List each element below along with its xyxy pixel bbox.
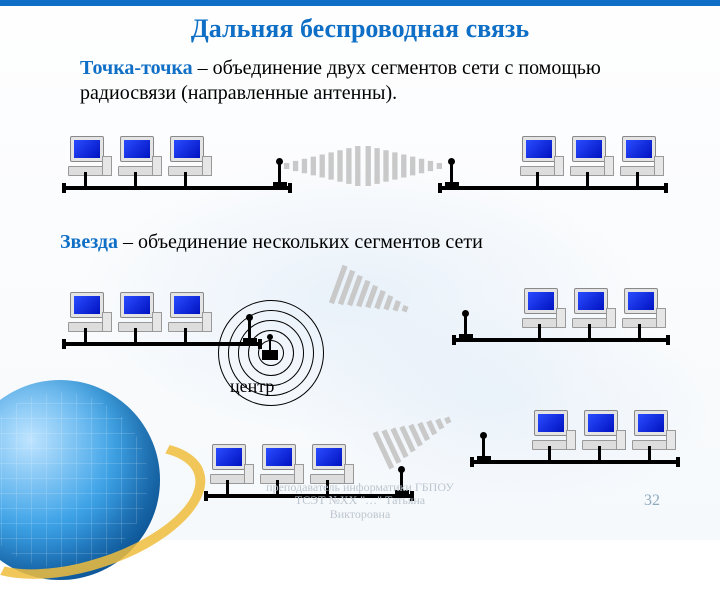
bus-line <box>62 186 292 190</box>
paragraph-point-to-point: Точка-точка – объединение двух сегментов… <box>80 56 640 106</box>
computer-icon <box>68 136 104 176</box>
signal-cone <box>362 146 442 186</box>
bus-drop <box>536 172 539 186</box>
bus-drop <box>184 172 187 186</box>
computer-icon <box>68 292 104 332</box>
footer-line: ТСЭТ №XX "…" Татьяна <box>295 493 425 507</box>
bus-drop <box>226 480 229 494</box>
antenna-icon <box>456 310 474 340</box>
computer-icon <box>260 444 296 484</box>
computer-icon <box>572 288 608 328</box>
term-point-to-point: Точка-точка <box>80 57 193 79</box>
network-segment <box>452 280 670 350</box>
bus-drop <box>84 328 87 342</box>
bus-drop <box>134 172 137 186</box>
bus-drop <box>184 328 187 342</box>
antenna-icon <box>474 432 492 462</box>
bus-drop <box>636 172 639 186</box>
computer-icon <box>632 410 668 450</box>
computer-icon <box>522 288 558 328</box>
footer-credit: преподаватель информатики ГБПОУ ТСЭТ №XX… <box>266 481 454 522</box>
slide-number: 32 <box>644 492 660 510</box>
bus-drop <box>588 324 591 338</box>
computer-icon <box>532 410 568 450</box>
top-accent-bar <box>0 0 720 6</box>
slide-title: Дальняя беспроводная связь <box>0 14 720 44</box>
computer-icon <box>570 136 606 176</box>
bus-drop <box>134 328 137 342</box>
bus-drop <box>648 446 651 460</box>
bus-line <box>470 460 680 464</box>
network-segment <box>470 402 680 472</box>
center-label: центр <box>230 376 274 397</box>
term-star: Звезда <box>60 231 118 253</box>
bus-drop <box>586 172 589 186</box>
bus-drop <box>84 172 87 186</box>
footer-line: Викторовна <box>330 507 391 521</box>
computer-icon <box>210 444 246 484</box>
bus-line <box>452 338 670 342</box>
footer-line: преподаватель информатики ГБПОУ <box>266 480 454 494</box>
network-segment <box>62 128 292 198</box>
bus-drop <box>638 324 641 338</box>
computer-icon <box>118 292 154 332</box>
bus-line <box>438 186 668 190</box>
computer-icon <box>118 136 154 176</box>
paragraph-star: Звезда – объединение нескольких сегменто… <box>60 230 620 255</box>
bus-drop <box>548 446 551 460</box>
computer-icon <box>620 136 656 176</box>
computer-icon <box>520 136 556 176</box>
network-segment <box>438 128 668 198</box>
antenna-icon <box>442 158 460 188</box>
computer-icon <box>310 444 346 484</box>
hub-antenna <box>256 332 284 360</box>
bus-drop <box>598 446 601 460</box>
computer-icon <box>168 292 204 332</box>
computer-icon <box>582 410 618 450</box>
computer-icon <box>622 288 658 328</box>
desc-star: – объединение нескольких сегментов сети <box>118 231 483 253</box>
signal-cone <box>284 146 364 186</box>
bus-drop <box>538 324 541 338</box>
computer-icon <box>168 136 204 176</box>
